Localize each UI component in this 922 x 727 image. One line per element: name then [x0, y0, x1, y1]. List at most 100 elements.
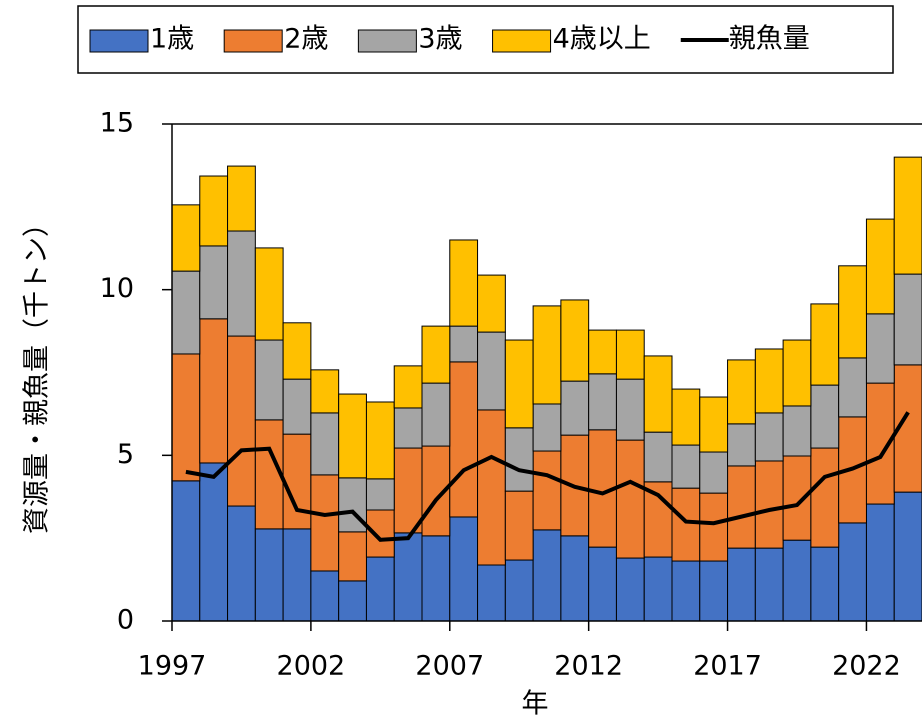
x-tick-label: 2002	[277, 651, 346, 682]
legend-label: 親魚量	[729, 24, 810, 55]
bar	[365, 478, 395, 511]
bar	[893, 156, 922, 275]
x-axis-label: 年	[522, 689, 549, 720]
bar	[643, 481, 673, 558]
bar	[310, 369, 340, 414]
bar	[227, 335, 256, 507]
bar	[282, 378, 312, 435]
bar	[699, 492, 729, 562]
bar	[615, 329, 645, 380]
bar	[199, 245, 229, 320]
bar	[338, 393, 367, 479]
x-tick-label: 2017	[693, 651, 762, 682]
bar	[810, 303, 840, 386]
bar	[393, 365, 423, 409]
bar	[838, 265, 867, 359]
bar	[310, 412, 340, 476]
bar	[171, 270, 201, 355]
bar	[421, 535, 451, 622]
bar	[754, 412, 784, 462]
bar	[865, 218, 895, 315]
bar	[365, 556, 395, 622]
bar	[615, 378, 645, 441]
bar	[504, 427, 534, 492]
y-tick-label: 0	[117, 605, 134, 636]
bar	[643, 431, 673, 483]
bar	[560, 535, 590, 622]
legend-label: 1歳	[150, 24, 194, 55]
y-tick-label: 10	[100, 273, 134, 304]
bar	[449, 325, 479, 363]
bar	[643, 355, 673, 433]
legend-swatch	[357, 29, 417, 53]
bar	[782, 455, 812, 541]
bar	[699, 560, 729, 622]
bar	[560, 380, 590, 436]
bar	[310, 474, 340, 572]
bar	[227, 505, 256, 622]
bar	[727, 547, 756, 622]
bar	[477, 564, 506, 622]
legend-swatch	[492, 29, 552, 53]
bar	[865, 503, 895, 622]
bar	[477, 409, 506, 566]
bar	[393, 532, 423, 622]
legend-swatch	[89, 29, 149, 53]
bar	[477, 331, 506, 411]
bar	[477, 274, 506, 333]
bar	[588, 329, 617, 375]
bar	[282, 528, 312, 622]
y-tick-label: 15	[100, 108, 134, 139]
bar	[893, 491, 922, 622]
bar	[782, 339, 812, 407]
bar	[338, 580, 367, 622]
bar	[421, 325, 451, 384]
bar	[671, 444, 701, 489]
bar	[227, 165, 256, 232]
bar	[810, 384, 840, 449]
legend-label: 4歳以上	[553, 24, 651, 55]
bar	[504, 559, 534, 622]
bar	[810, 546, 840, 622]
bar	[282, 322, 312, 380]
legend-label: 2歳	[284, 24, 328, 55]
bar	[393, 407, 423, 449]
bar	[199, 462, 229, 622]
bar	[504, 339, 534, 429]
bar	[171, 353, 201, 482]
bar	[254, 339, 284, 421]
bar	[754, 460, 784, 549]
bar	[532, 450, 562, 531]
bar	[532, 403, 562, 452]
bar	[254, 247, 284, 341]
bar	[754, 547, 784, 622]
bar	[727, 423, 756, 467]
legend-box	[77, 5, 894, 74]
bar	[560, 299, 590, 382]
bar	[338, 531, 367, 582]
bar	[615, 439, 645, 559]
line-series	[185, 411, 910, 542]
bar	[699, 396, 729, 453]
bar	[782, 405, 812, 457]
bar	[532, 305, 562, 405]
bar	[643, 556, 673, 622]
bar	[199, 175, 229, 247]
bar	[699, 451, 729, 494]
legend-swatch	[223, 29, 283, 53]
bar	[449, 516, 479, 622]
bar	[282, 433, 312, 530]
bar	[671, 560, 701, 622]
bar	[727, 359, 756, 425]
y-tick-label: 5	[117, 439, 134, 470]
bar	[365, 401, 395, 480]
bar	[893, 273, 922, 366]
bar	[838, 357, 867, 418]
bar	[615, 557, 645, 622]
x-tick-label: 1997	[138, 651, 207, 682]
bar	[727, 465, 756, 549]
bar	[588, 373, 617, 431]
y-axis-label: 資源量・親魚量（千トン）	[22, 210, 53, 534]
x-tick-label: 2012	[554, 651, 623, 682]
bar	[199, 318, 229, 464]
